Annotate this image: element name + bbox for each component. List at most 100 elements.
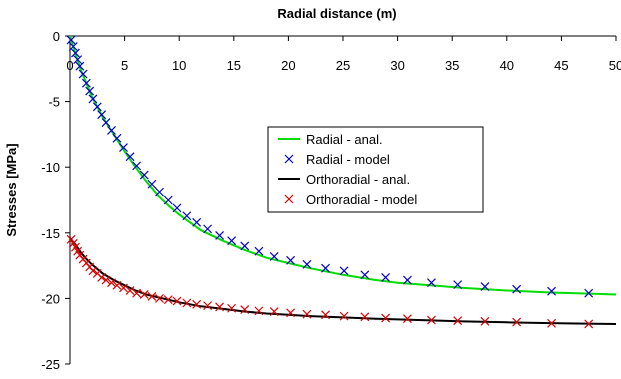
series-point-1 — [427, 278, 436, 288]
series-point-3 — [269, 307, 279, 316]
series-point-3 — [512, 317, 522, 327]
series-point-1 — [132, 161, 142, 171]
legend-label: Radial - model — [306, 152, 390, 167]
series-point-3 — [163, 295, 173, 305]
x-axis-title: Radial distance (m) — [277, 6, 396, 21]
series-point-1 — [547, 286, 556, 296]
series-point-1 — [101, 118, 111, 128]
series-point-3 — [192, 299, 202, 309]
series-point-1 — [73, 55, 83, 65]
series-point-1 — [192, 217, 202, 227]
series-point-1 — [125, 152, 135, 162]
series-point-1 — [88, 94, 98, 104]
series-point-3 — [254, 306, 264, 316]
x-tick-label: 35 — [445, 58, 459, 73]
series-point-1 — [97, 110, 107, 120]
legend-box — [267, 126, 484, 213]
series-point-1 — [139, 170, 149, 180]
series-point-3 — [107, 278, 116, 288]
series-point-3 — [155, 293, 164, 303]
y-tick-label: -20 — [41, 291, 60, 306]
series-point-1 — [269, 251, 279, 261]
series-point-3 — [101, 275, 111, 285]
legend-swatch-3 — [284, 194, 294, 204]
x-tick-label: 0 — [66, 58, 73, 73]
series-point-3 — [139, 290, 149, 299]
series-point-3 — [125, 286, 135, 295]
x-tick-label: 25 — [336, 58, 350, 73]
series-point-3 — [203, 301, 213, 311]
series-point-3 — [119, 283, 128, 293]
series-point-1 — [172, 203, 182, 213]
y-tick-label: -10 — [41, 160, 60, 175]
series-point-3 — [584, 319, 594, 329]
x-tick-label: 50 — [609, 58, 621, 73]
x-tick-label: 15 — [227, 58, 241, 73]
series-point-1 — [71, 48, 80, 58]
series-point-3 — [427, 315, 436, 325]
series-point-3 — [403, 314, 412, 324]
x-tick-label: 5 — [121, 58, 128, 73]
series-point-1 — [107, 126, 116, 135]
series-point-1 — [78, 69, 88, 79]
series-point-3 — [97, 272, 107, 282]
series-point-3 — [381, 313, 391, 323]
series-line-0 — [69, 35, 617, 296]
series-point-1 — [339, 266, 349, 276]
series-point-1 — [227, 236, 237, 246]
series-point-1 — [92, 102, 102, 112]
series-point-1 — [381, 272, 391, 282]
x-tick-label: 20 — [281, 58, 295, 73]
series-point-3 — [227, 303, 237, 313]
y-tick-label: -5 — [48, 95, 60, 110]
series-point-1 — [360, 270, 370, 280]
series-point-3 — [112, 280, 122, 290]
series-point-1 — [286, 255, 296, 265]
series-point-1 — [453, 280, 463, 290]
series-point-3 — [88, 266, 98, 276]
series-point-3 — [360, 312, 370, 322]
series-point-3 — [547, 318, 556, 328]
y-axis-title: Stresses [MPa] — [4, 143, 19, 236]
series-point-1 — [66, 35, 76, 45]
series-point-1 — [147, 179, 157, 189]
series-point-1 — [182, 211, 192, 221]
series-point-1 — [112, 133, 122, 143]
series-point-1 — [68, 42, 78, 51]
series-point-1 — [203, 224, 213, 234]
series-point-1 — [81, 78, 91, 88]
legend-swatch-1 — [284, 154, 294, 164]
series-point-1 — [75, 61, 85, 71]
y-tick-label: 0 — [53, 29, 60, 44]
series-point-1 — [254, 246, 264, 256]
series-point-1 — [584, 288, 594, 298]
legend-label: Orthoradial - model — [306, 192, 417, 207]
series-point-3 — [339, 311, 349, 321]
legend-label: Radial - anal. — [306, 132, 383, 147]
x-tick-label: 30 — [390, 58, 404, 73]
legend-label: Orthoradial - anal. — [306, 172, 410, 187]
y-tick-label: -25 — [41, 357, 60, 372]
series-point-1 — [480, 282, 490, 292]
series-point-1 — [403, 275, 412, 285]
series-point-1 — [155, 187, 164, 197]
series-point-1 — [119, 143, 128, 152]
series-point-1 — [240, 241, 250, 251]
x-tick-label: 10 — [172, 58, 186, 73]
x-tick-label: 40 — [500, 58, 514, 73]
series-point-1 — [302, 259, 312, 269]
series-point-1 — [215, 230, 225, 240]
x-tick-label: 45 — [554, 58, 568, 73]
legend: Radial - anal. Radial - model Orthoradial … — [267, 126, 484, 213]
y-tick-label: -15 — [41, 226, 60, 241]
series-point-3 — [132, 288, 142, 298]
series-point-3 — [302, 309, 312, 319]
series-line-2 — [69, 237, 617, 325]
series-point-3 — [286, 308, 296, 318]
series-point-1 — [163, 195, 173, 205]
series-point-3 — [480, 316, 490, 326]
series-point-3 — [453, 316, 463, 326]
series-point-3 — [172, 296, 182, 306]
plot-area: 0 5 10 15 20 25 30 35 40 45 50 0 -5 -10 -15 -20 -25 — [41, 29, 621, 372]
